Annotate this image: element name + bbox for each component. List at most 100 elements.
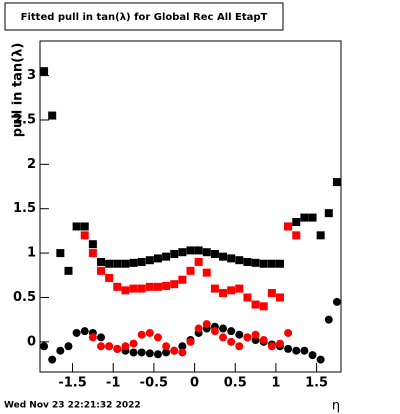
circle-marker xyxy=(145,349,154,358)
square-marker xyxy=(202,248,211,257)
square-marker xyxy=(121,286,130,295)
square-marker xyxy=(267,259,276,268)
square-marker xyxy=(88,249,97,258)
circle-marker xyxy=(251,330,260,339)
x-tick-label: 0.5 xyxy=(224,376,247,391)
square-marker xyxy=(153,254,162,263)
y-tick-label: 1 xyxy=(27,246,36,261)
square-marker xyxy=(170,280,179,289)
square-marker xyxy=(292,231,301,240)
circle-marker xyxy=(194,324,203,333)
circle-marker xyxy=(267,342,276,351)
circle-marker xyxy=(97,342,106,351)
square-marker xyxy=(153,282,162,291)
square-marker xyxy=(332,178,341,187)
x-tick-label: -1 xyxy=(106,376,120,391)
square-marker xyxy=(210,249,219,258)
square-marker xyxy=(72,222,81,231)
square-marker xyxy=(64,266,73,275)
y-tick-label: 1.5 xyxy=(13,201,36,216)
square-marker xyxy=(145,282,154,291)
circle-marker xyxy=(235,330,244,339)
chart-title: Fitted pull in tan(λ) for Global Rec All… xyxy=(21,12,268,23)
circle-marker xyxy=(113,344,122,353)
circle-marker xyxy=(202,320,211,329)
y-tick-label: 0.5 xyxy=(13,290,36,305)
circle-marker xyxy=(153,333,162,342)
circle-marker xyxy=(40,342,49,351)
circle-marker xyxy=(129,339,138,348)
square-marker xyxy=(219,252,228,261)
square-marker xyxy=(97,266,106,275)
square-marker xyxy=(170,249,179,258)
square-marker xyxy=(113,282,122,291)
square-marker xyxy=(259,302,268,311)
square-marker xyxy=(105,259,114,268)
circle-marker xyxy=(284,328,293,337)
circle-marker xyxy=(332,297,341,306)
square-marker xyxy=(259,259,268,268)
circle-marker xyxy=(137,330,146,339)
square-marker xyxy=(284,222,293,231)
circle-marker xyxy=(324,315,333,324)
square-marker xyxy=(235,256,244,265)
circle-marker xyxy=(219,324,228,333)
circle-marker xyxy=(219,333,228,342)
circle-marker xyxy=(80,327,89,336)
circle-marker xyxy=(227,327,236,336)
circle-marker xyxy=(121,342,130,351)
square-marker xyxy=(80,222,89,231)
square-marker xyxy=(202,268,211,277)
square-marker xyxy=(219,289,228,298)
square-marker xyxy=(40,67,49,76)
square-marker xyxy=(186,246,195,255)
square-marker xyxy=(186,266,195,275)
circle-marker xyxy=(275,339,284,348)
circle-marker xyxy=(153,350,162,359)
circle-marker xyxy=(129,348,138,357)
square-marker xyxy=(292,218,301,227)
y-tick-label: 2 xyxy=(27,157,36,172)
circle-marker xyxy=(162,348,171,357)
square-marker xyxy=(275,293,284,302)
square-marker xyxy=(178,248,187,257)
circle-marker xyxy=(210,327,219,336)
circle-marker xyxy=(137,348,146,357)
circle-marker xyxy=(300,346,309,355)
circle-marker xyxy=(88,333,97,342)
square-marker xyxy=(88,240,97,249)
square-marker xyxy=(210,284,219,293)
circle-marker xyxy=(308,351,317,360)
square-marker xyxy=(227,254,236,263)
x-tick-label: 0 xyxy=(190,376,199,391)
circle-marker xyxy=(259,336,268,345)
circle-marker xyxy=(292,346,301,355)
square-marker xyxy=(162,281,171,290)
y-tick-label: 3 xyxy=(27,68,36,83)
circle-marker xyxy=(56,346,65,355)
plot-frame xyxy=(39,40,342,373)
circle-marker xyxy=(227,337,236,346)
circle-marker xyxy=(97,333,106,342)
square-marker xyxy=(316,231,325,240)
square-marker xyxy=(324,209,333,218)
x-axis-label: η xyxy=(332,399,340,414)
circle-marker xyxy=(105,342,114,351)
square-marker xyxy=(145,256,154,265)
square-marker xyxy=(308,213,317,222)
square-marker xyxy=(129,284,138,293)
circle-marker xyxy=(162,342,171,351)
square-marker xyxy=(227,286,236,295)
y-tick-label: 0 xyxy=(27,334,36,349)
square-marker xyxy=(251,300,260,309)
circle-marker xyxy=(48,355,57,364)
square-marker xyxy=(194,257,203,266)
circle-marker xyxy=(170,346,179,355)
circle-marker xyxy=(72,328,81,337)
square-marker xyxy=(129,258,138,267)
square-marker xyxy=(97,257,106,266)
circle-marker xyxy=(316,355,325,364)
circle-marker xyxy=(186,337,195,346)
square-marker xyxy=(121,259,130,268)
